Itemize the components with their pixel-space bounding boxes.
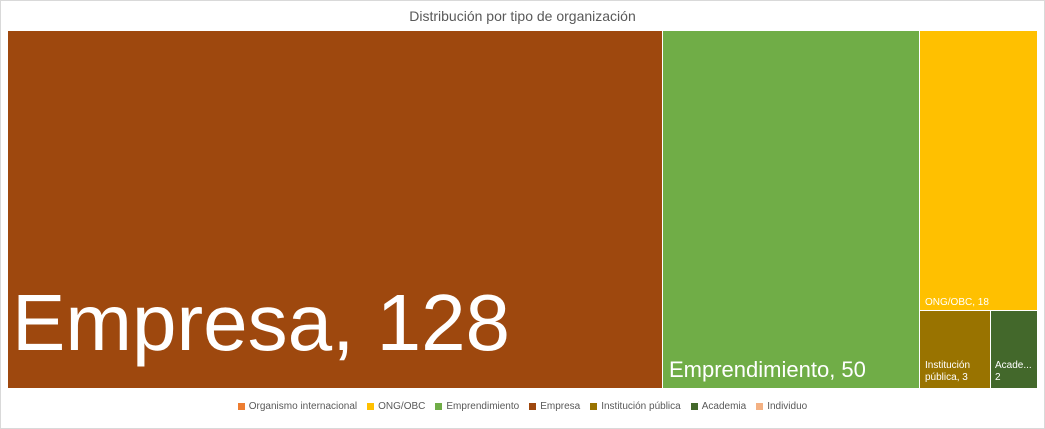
legend-label: Institución pública xyxy=(601,401,681,412)
chart-legend: Organismo internacional ONG/OBC Emprendimi… xyxy=(0,401,1045,412)
legend-label: Organismo internacional xyxy=(248,401,358,412)
treemap-label-instituci-n-p-blica: Institución pública, 3 xyxy=(925,360,970,383)
legend-item: Academia xyxy=(690,401,747,412)
treemap-label-ong-obc: ONG/OBC, 18 xyxy=(925,297,989,308)
legend-swatch xyxy=(435,403,443,410)
legend-label: Empresa xyxy=(540,401,581,412)
treemap-label-emprendimiento: Emprendimiento, 50 xyxy=(669,357,866,382)
legend-item: Individuo xyxy=(756,401,807,412)
legend-item: Empresa xyxy=(529,401,580,412)
chart-title: Distribución por tipo de organización xyxy=(409,8,636,24)
legend-item: Organismo internacional xyxy=(237,401,358,412)
legend-swatch xyxy=(237,403,245,410)
legend-item: ONG/OBC xyxy=(367,401,425,412)
legend-item: Institución pública xyxy=(590,401,681,412)
legend-swatch xyxy=(590,403,598,410)
treemap-label-academia: Acade... 2 xyxy=(995,360,1032,383)
treemap-tile-emprendimiento[interactable] xyxy=(663,31,919,388)
legend-label: Individuo xyxy=(767,401,808,412)
treemap-tile-empresa[interactable] xyxy=(8,31,662,388)
treemap-tile-ong-obc[interactable] xyxy=(920,31,1037,310)
treemap-tile-academia[interactable] xyxy=(991,311,1037,388)
legend-swatch xyxy=(756,403,764,410)
treemap-tile-instituci-n-p-blica[interactable] xyxy=(920,311,990,388)
legend-label: Emprendimiento xyxy=(446,401,520,412)
legend-swatch xyxy=(367,403,375,410)
legend-label: Academia xyxy=(701,401,747,412)
legend-swatch xyxy=(529,403,537,410)
legend-label: ONG/OBC xyxy=(378,401,426,412)
treemap-label-empresa: Empresa, 128 xyxy=(12,278,510,367)
legend-item: Emprendimiento xyxy=(435,401,519,412)
legend-swatch xyxy=(690,403,698,410)
